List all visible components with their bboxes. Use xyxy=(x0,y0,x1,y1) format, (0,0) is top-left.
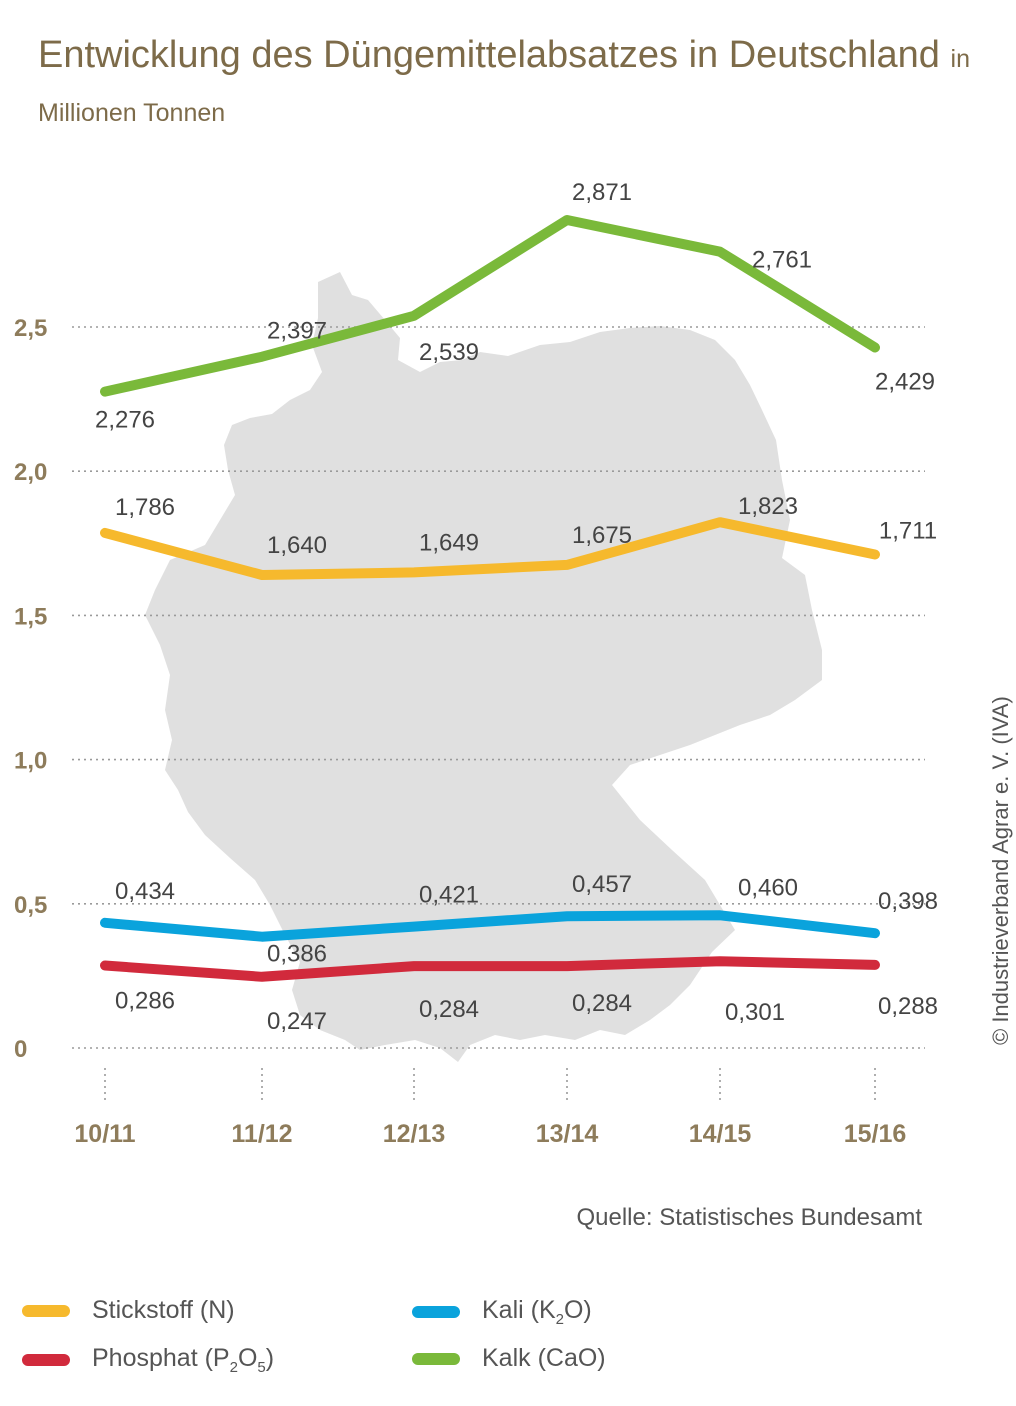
y-tick-label: 0 xyxy=(14,1036,27,1063)
data-label: 1,823 xyxy=(738,493,798,520)
data-label: 2,761 xyxy=(752,247,812,274)
data-label: 0,398 xyxy=(878,888,938,915)
data-label: 0,386 xyxy=(267,941,327,968)
series-line xyxy=(100,956,880,982)
data-label: 0,284 xyxy=(572,990,632,1017)
legend-label-kali: Kali (K2O) xyxy=(482,1296,592,1328)
y-tick-label: 1,0 xyxy=(14,748,47,775)
data-label: 2,539 xyxy=(419,339,479,366)
data-label: 0,286 xyxy=(115,988,175,1015)
data-label: 0,301 xyxy=(725,999,785,1026)
y-tick-label: 1,5 xyxy=(14,603,47,630)
data-label: 0,421 xyxy=(419,882,479,909)
x-tick-label: 12/13 xyxy=(383,1120,446,1148)
unit-label: in Millionen Tonnen xyxy=(38,45,970,127)
legend-swatch-kalk xyxy=(412,1352,460,1365)
data-label: 0,247 xyxy=(267,1008,327,1035)
line-chart: 0 0,5 1,0 1,5 2,0 2,5 10/11 11/12 12/13 13/14 14/… xyxy=(14,179,938,1148)
x-axis-labels: 10/11 11/12 12/13 13/14 14/15 15/16 xyxy=(74,1120,906,1148)
data-label: 2,397 xyxy=(267,318,327,345)
series-line xyxy=(100,215,880,397)
data-labels: 2,276 2,397 2,539 2,871 2,761 2,429 1,786 1,640… xyxy=(95,179,938,1035)
legend-label-stickstoff: Stickstoff (N) xyxy=(92,1296,235,1324)
legend-item-kalk: Kalk (CaO) xyxy=(412,1344,606,1373)
y-axis-labels: 0 0,5 1,0 1,5 2,0 2,5 xyxy=(14,315,47,1063)
legend-item-stickstoff: Stickstoff (N) xyxy=(22,1296,235,1325)
x-tick-label: 14/15 xyxy=(689,1120,752,1148)
legend-item-kali: Kali (K2O) xyxy=(412,1296,592,1328)
data-label: 2,429 xyxy=(875,368,935,395)
x-tick-label: 15/16 xyxy=(844,1120,907,1148)
y-tick-label: 2,0 xyxy=(14,459,47,486)
legend-label-kalk: Kalk (CaO) xyxy=(482,1344,606,1372)
data-label: 1,649 xyxy=(419,529,479,556)
title-text: Entwicklung des Düngemittelabsatzes in D… xyxy=(38,34,940,76)
series-line xyxy=(100,517,880,580)
legend-swatch-phosphat xyxy=(22,1354,70,1366)
series-lines xyxy=(100,215,880,982)
series-line xyxy=(100,910,880,942)
x-tick-label: 10/11 xyxy=(74,1120,135,1148)
data-label: 1,786 xyxy=(115,494,175,521)
data-label: 0,457 xyxy=(572,871,632,898)
data-label: 0,288 xyxy=(878,993,938,1020)
copyright-note: © Industrieverband Agrar e. V. (IVA) xyxy=(988,696,1013,1045)
legend-label-phosphat: Phosphat (P2O5) xyxy=(92,1344,275,1376)
source-note: Quelle: Statistisches Bundesamt xyxy=(576,1204,922,1231)
data-label: 2,276 xyxy=(95,407,155,434)
data-label: 1,675 xyxy=(572,522,632,549)
x-tick-marks xyxy=(104,1068,876,1100)
grid-lines xyxy=(72,326,925,1049)
y-tick-label: 0,5 xyxy=(14,892,47,919)
legend-swatch-kali xyxy=(412,1306,460,1318)
legend-item-phosphat: Phosphat (P2O5) xyxy=(22,1344,274,1376)
data-label: 0,434 xyxy=(115,878,175,905)
chart-title: Entwicklung des Düngemittelabsatzes in D… xyxy=(38,30,978,138)
legend-swatch-stickstoff xyxy=(22,1304,70,1317)
data-label: 0,460 xyxy=(738,874,798,901)
data-label: 1,640 xyxy=(267,532,327,559)
data-label: 1,711 xyxy=(879,518,937,545)
data-label: 0,284 xyxy=(419,996,479,1023)
germany-map-silhouette xyxy=(145,272,822,1062)
x-tick-label: 11/12 xyxy=(231,1120,292,1148)
y-tick-label: 2,5 xyxy=(14,315,47,342)
x-tick-label: 13/14 xyxy=(536,1120,599,1148)
data-label: 2,871 xyxy=(572,179,632,206)
